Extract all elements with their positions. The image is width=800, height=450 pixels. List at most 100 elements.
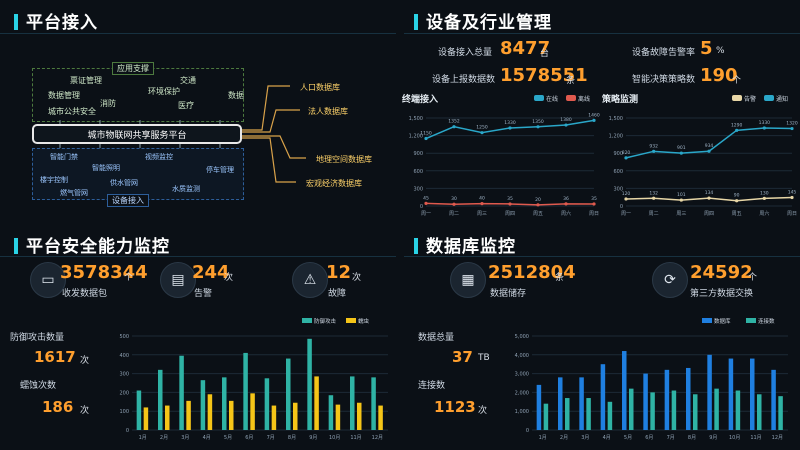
policy-monitor-chart: 策略监测 告警 通知 1,500 1,200 900 600 300 0周一 周二 周三 周四 周五 周六… [601,93,798,217]
device-item: 燃气管网 [60,189,88,197]
x-tick-label: 5月 [224,435,232,441]
bar [264,378,270,430]
legend-label: 告警 [744,95,756,103]
legend-swatch [302,318,312,323]
data-label: 1330 [504,120,516,126]
bar [207,394,213,430]
x-tick-label: 周五 [533,211,543,217]
bar [714,388,719,430]
bar [735,390,741,430]
warning-icon: ⚠ [292,262,328,298]
x-tick-label: 7月 [667,435,675,441]
data-point [735,128,739,132]
legend-swatch [764,95,774,101]
bar [778,396,783,430]
bar [307,338,312,430]
y-tick-label: 1,200 [409,134,423,140]
y-tick-label: 1,000 [515,409,529,415]
bar [757,394,762,430]
security-bar-chart: 防御攻击 蠕虫 500 400 300 200 100 0 1月 2月 3月 4月 5月 6月 7月 8月 9月… [119,317,388,441]
legend-swatch [746,318,756,323]
data-label: 35 [591,196,597,202]
document-alert-icon: ▤ [160,262,196,298]
platform-center-box: 城市物联网共享服务平台 [32,124,242,144]
device-item: 供水管网 [110,179,138,187]
data-point [679,198,683,202]
x-tick-label: 6月 [645,435,653,441]
divider-mid-right [404,256,800,257]
bar [664,369,670,430]
legend-label: 数据库 [714,317,731,325]
data-label: 132 [649,190,658,196]
defense-count-unit: 次 [80,356,90,366]
x-tick-label: 周二 [449,211,459,217]
bar [229,400,234,430]
device-report-value: 1578551 [500,65,588,86]
x-tick-label: 8月 [688,435,696,441]
data-point [735,199,739,203]
worm-count-unit: 次 [80,406,90,416]
legend-swatch [566,95,576,101]
data-label: 1350 [532,119,544,125]
data-point [480,131,484,135]
data-label: 101 [677,192,686,198]
data-point [452,202,456,206]
app-item: 数据管理 [48,91,80,100]
y-tick-label: 300 [413,186,423,192]
y-tick-label: 400 [119,353,129,359]
device-item: 智能门禁 [50,153,78,161]
x-tick-label: 12月 [772,435,783,441]
alarm-label: 告警 [194,289,213,299]
legend-swatch [346,318,356,323]
data-point [424,201,428,205]
data-point [452,125,456,129]
data-point [592,202,596,206]
data-point [424,136,428,141]
device-total-unit: 台 [540,49,550,59]
x-tick-label: 6月 [245,435,253,441]
data-point [707,196,711,200]
device-report-unit: 条 [566,76,576,86]
x-tick-label: 周日 [589,211,599,217]
device-item: 智能照明 [92,164,120,172]
bar [707,354,712,430]
device-total-label: 设备接入总量 [438,48,493,58]
bar [222,377,227,430]
x-tick-label: 7月 [267,435,275,441]
x-tick-label: 3月 [581,435,589,441]
bar [165,405,170,430]
policy-count-unit: 个 [732,76,742,86]
data-point [762,126,766,130]
bar [543,403,549,430]
bar [293,402,298,430]
y-tick-label: 4,000 [515,353,529,359]
y-tick-label: 900 [413,151,423,157]
bar [378,405,383,430]
x-tick-label: 2月 [560,435,568,441]
y-tick-label: 5,000 [515,334,529,340]
x-tick-label: 11月 [750,435,761,441]
x-tick-label: 5月 [624,435,632,441]
bar [750,358,755,430]
chart-title: 策略监测 [601,93,638,105]
section-title-access: 平台接入 [14,8,98,33]
x-tick-label: 周三 [676,211,686,217]
data-point [592,118,596,122]
data-point [679,151,683,155]
connections-value: 1123 [434,398,476,416]
exchange-unit: 个 [748,273,758,283]
bar [536,384,542,430]
bar [179,355,184,430]
x-tick-label: 11月 [350,435,361,441]
network-icon: ⟳ [652,262,688,298]
data-label: 932 [649,143,658,149]
data-point [790,126,794,131]
device-fault-label: 设备故障告警率 [632,48,696,58]
app-item: 交通 [180,76,196,85]
x-tick-label: 周三 [477,211,487,217]
legend-label: 在线 [546,95,558,103]
policy-count-label: 智能决策策略数 [632,75,696,85]
y-tick-label: 100 [119,409,129,415]
database-icon: ▦ [450,262,486,298]
connections-unit: 次 [478,406,488,416]
